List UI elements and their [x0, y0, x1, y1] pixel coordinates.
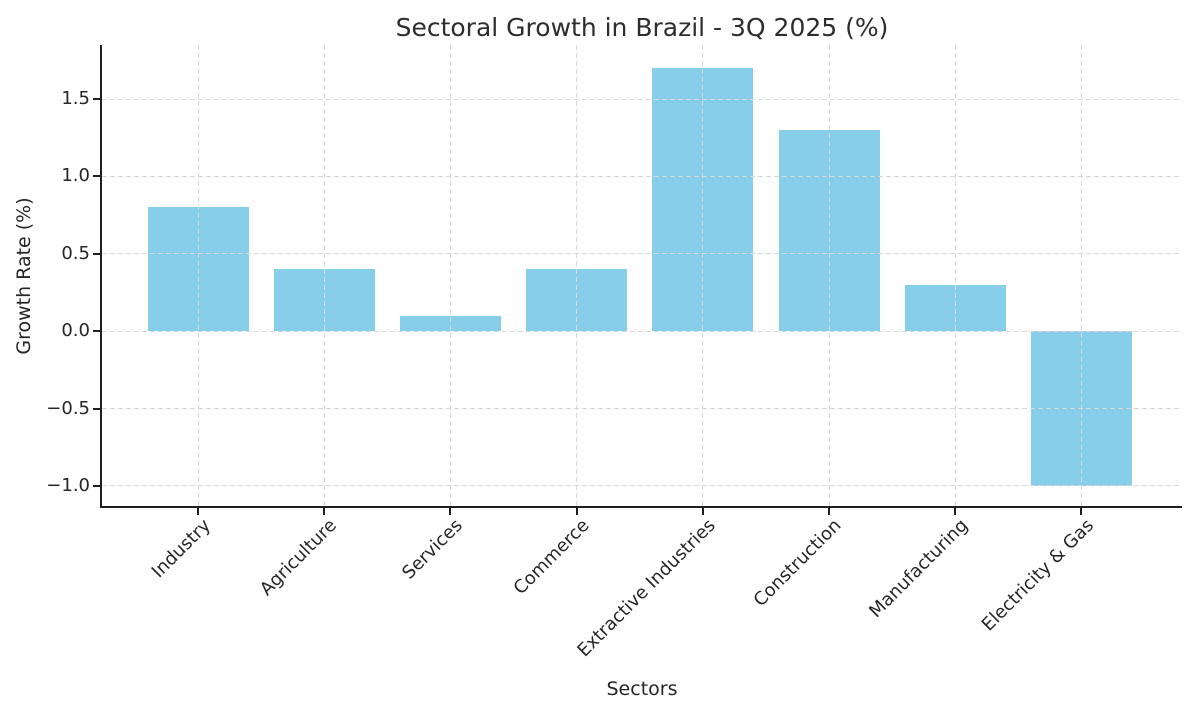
x-tick-mark	[323, 508, 326, 515]
h-gridline	[102, 408, 1182, 410]
h-gridline	[102, 175, 1182, 177]
y-tick-label: 1.0	[61, 165, 90, 187]
y-tick-label: −0.5	[46, 397, 90, 419]
x-tick-label-text: Services	[398, 515, 468, 584]
h-gridline	[102, 98, 1182, 100]
h-gridline	[102, 485, 1182, 487]
x-tick-mark	[197, 508, 199, 515]
y-tick-mark	[93, 330, 100, 333]
x-tick-mark	[449, 508, 452, 515]
v-gridline	[323, 45, 325, 506]
x-tick-label-text: Construction	[749, 515, 846, 611]
x-tick-label-text: Agriculture	[256, 515, 342, 600]
x-tick-label-text: Commerce	[509, 515, 594, 599]
y-tick-mark	[93, 98, 100, 101]
x-tick-label-text: Extractive Industries	[573, 515, 720, 662]
y-tick-mark	[93, 252, 100, 255]
y-tick-label: 0.5	[61, 242, 90, 264]
x-tick-mark	[575, 508, 578, 515]
x-axis-label: Sectors	[606, 678, 678, 700]
x-tick-label-text: Industry	[147, 515, 215, 583]
plot-area	[93, 45, 1182, 515]
x-tick-label-text: Electricity & Gas	[977, 515, 1099, 636]
v-gridline	[702, 45, 704, 506]
y-tick-label: 1.5	[61, 88, 90, 110]
chart-title: Sectoral Growth in Brazil - 3Q 2025 (%)	[395, 13, 889, 42]
h-gridline	[102, 330, 1182, 332]
x-tick-mark	[1080, 508, 1083, 515]
h-gridline	[102, 253, 1182, 255]
y-tick-mark	[93, 175, 100, 178]
x-tick-label-text: Manufacturing	[865, 515, 973, 623]
x-tick-mark	[828, 508, 830, 515]
x-tick-mark	[954, 508, 957, 515]
v-gridline	[954, 45, 956, 506]
y-tick-label: −1.0	[46, 474, 90, 496]
v-gridline	[449, 45, 451, 506]
v-gridline	[1080, 45, 1082, 506]
y-tick-mark	[93, 407, 100, 410]
v-gridline	[828, 45, 830, 506]
tickmarks-layer	[93, 45, 1182, 515]
v-gridline	[197, 45, 199, 506]
y-tick-label: 0.0	[61, 320, 90, 342]
y-tick-mark	[93, 484, 100, 487]
v-gridline	[576, 45, 578, 506]
x-tick-mark	[701, 508, 704, 515]
grid-layer	[102, 45, 1182, 506]
